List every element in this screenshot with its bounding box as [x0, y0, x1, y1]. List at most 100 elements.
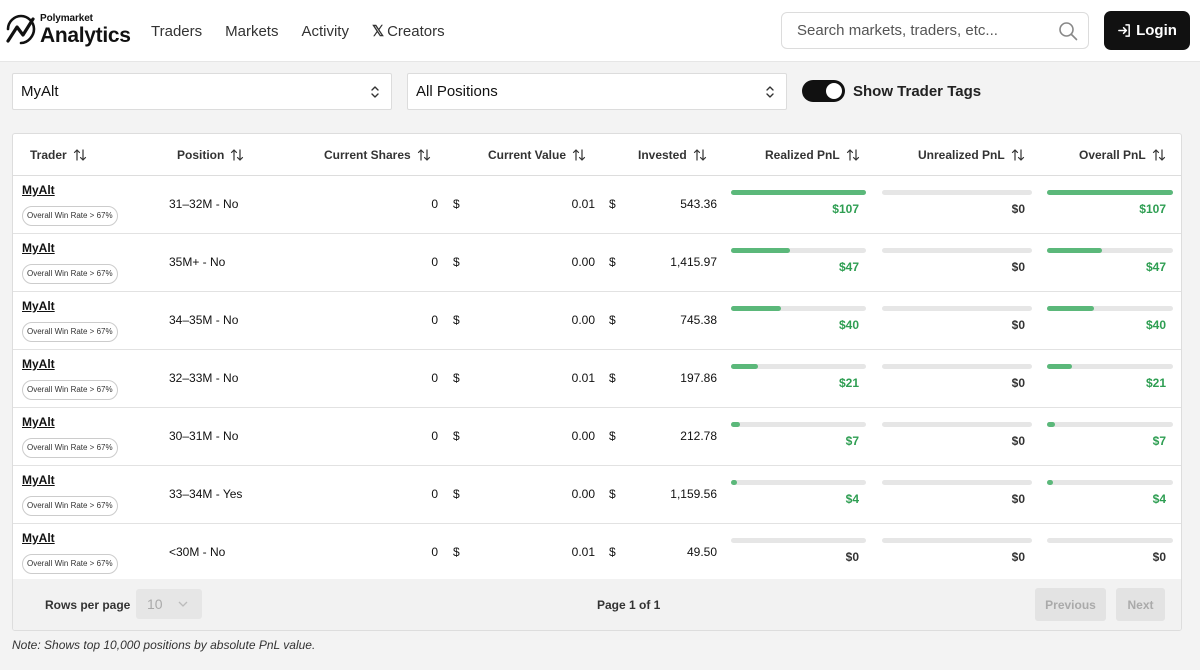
column-header-unrealized[interactable]: Unrealized PnL	[918, 134, 1025, 176]
trader-link[interactable]: MyAlt	[22, 473, 55, 487]
trader-link[interactable]: MyAlt	[22, 531, 55, 545]
unrealized-pnl-value: $0	[1011, 202, 1025, 216]
trader-tags-toggle[interactable]	[802, 80, 845, 102]
realized-pnl-value: $40	[838, 318, 859, 332]
invested-cell: 745.38	[680, 313, 717, 327]
table-row[interactable]: MyAlt Overall Win Rate > 67% 31–32M - No 0 $…	[13, 176, 1181, 234]
current-value-cell: 0.00	[571, 487, 595, 501]
sort-icon[interactable]	[224, 148, 244, 162]
realized-pnl-value: $47	[838, 260, 859, 274]
next-button[interactable]: Next	[1116, 588, 1165, 621]
column-header-label: Current Value	[488, 148, 567, 162]
sort-icon[interactable]	[411, 148, 431, 162]
logo-brand-small: Polymarket	[40, 13, 93, 24]
invested-cell: 543.36	[680, 197, 717, 211]
trader-link[interactable]: MyAlt	[22, 357, 55, 371]
search-input[interactable]	[782, 13, 1052, 48]
nav-traders[interactable]: Traders	[151, 22, 203, 40]
trader-link[interactable]: MyAlt	[22, 241, 55, 255]
column-header-label: Current Shares	[324, 148, 411, 162]
trader-select-value: MyAlt	[21, 83, 59, 100]
logo[interactable]: Polymarket Analytics	[6, 13, 131, 47]
chevron-up-down-icon	[766, 86, 774, 98]
unrealized-pnl-bar	[882, 306, 1032, 311]
table-row[interactable]: MyAlt Overall Win Rate > 67% 34–35M - No 0 $…	[13, 292, 1181, 350]
unrealized-pnl-bar	[882, 422, 1032, 427]
realized-pnl-bar	[731, 190, 866, 195]
overall-pnl-value: $7	[1152, 434, 1166, 448]
invested-currency-symbol: $	[609, 545, 616, 559]
current-value-cell: 0.00	[571, 429, 595, 443]
overall-pnl-bar	[1047, 248, 1173, 253]
overall-pnl-bar-fill	[1047, 364, 1072, 369]
column-header-value[interactable]: Current Value	[488, 134, 586, 176]
column-header-realized[interactable]: Realized PnL	[765, 134, 860, 176]
realized-pnl-bar-fill	[731, 364, 758, 369]
table-row[interactable]: MyAlt Overall Win Rate > 67% 30–31M - No 0 $…	[13, 408, 1181, 466]
chevron-down-icon	[178, 601, 188, 607]
table-row[interactable]: MyAlt Overall Win Rate > 67% 32–33M - No 0 $…	[13, 350, 1181, 408]
trader-tag-badge: Overall Win Rate > 67%	[22, 554, 118, 574]
sort-icon[interactable]	[840, 148, 860, 162]
realized-pnl-bar-fill	[731, 248, 790, 253]
unrealized-pnl-value: $0	[1011, 376, 1025, 390]
sort-icon[interactable]	[566, 148, 586, 162]
current-shares-cell: 0	[431, 255, 438, 269]
column-header-label: Overall PnL	[1079, 148, 1146, 162]
nav-activity[interactable]: Activity	[301, 22, 349, 40]
positions-select[interactable]: All Positions	[407, 73, 787, 110]
current-value-cell: 0.00	[571, 313, 595, 327]
column-header-shares[interactable]: Current Shares	[324, 134, 431, 176]
overall-pnl-bar	[1047, 364, 1173, 369]
position-cell: 30–31M - No	[169, 429, 239, 443]
current-value-cell: 0.01	[571, 371, 595, 385]
nav-markets[interactable]: Markets	[225, 22, 279, 40]
value-currency-symbol: $	[453, 429, 460, 443]
invested-currency-symbol: $	[609, 487, 616, 501]
invested-cell: 1,159.56	[670, 487, 717, 501]
unrealized-pnl-bar	[882, 538, 1032, 543]
column-header-position[interactable]: Position	[177, 134, 244, 176]
overall-pnl-bar-fill	[1047, 248, 1102, 253]
value-currency-symbol: $	[453, 545, 460, 559]
previous-button[interactable]: Previous	[1035, 588, 1106, 621]
trader-link[interactable]: MyAlt	[22, 415, 55, 429]
column-header-invested[interactable]: Invested	[638, 134, 707, 176]
realized-pnl-bar-fill	[731, 190, 866, 195]
sort-icon[interactable]	[1005, 148, 1025, 162]
realized-pnl-value: $7	[845, 434, 859, 448]
trader-link[interactable]: MyAlt	[22, 183, 55, 197]
column-header-label: Position	[177, 148, 225, 162]
table-row[interactable]: MyAlt Overall Win Rate > 67% 33–34M - Yes 0…	[13, 466, 1181, 524]
login-button[interactable]: Login	[1104, 11, 1190, 50]
realized-pnl-bar-fill	[731, 306, 781, 311]
overall-pnl-value: $21	[1145, 376, 1166, 390]
invested-currency-symbol: $	[609, 197, 616, 211]
trader-select[interactable]: MyAlt	[12, 73, 392, 110]
overall-pnl-value: $47	[1145, 260, 1166, 274]
realized-pnl-value: $107	[832, 202, 859, 216]
column-header-trader[interactable]: Trader	[30, 134, 87, 176]
sort-icon[interactable]	[1146, 148, 1166, 162]
trader-tags-label: Show Trader Tags	[853, 82, 982, 100]
position-cell: 33–34M - Yes	[169, 487, 243, 501]
table-row[interactable]: MyAlt Overall Win Rate > 67% <30M - No 0 $0.…	[13, 524, 1181, 582]
table-header: Trader Position Current Shares Current Valu…	[13, 134, 1181, 176]
trader-tag-badge: Overall Win Rate > 67%	[22, 322, 118, 342]
realized-pnl-bar	[731, 538, 866, 543]
nav-creators[interactable]: 𝕏 Creators	[372, 22, 445, 41]
sort-icon[interactable]	[687, 148, 707, 162]
analytics-logo-icon	[6, 14, 36, 45]
search-icon[interactable]	[1058, 21, 1078, 41]
column-header-overall[interactable]: Overall PnL	[1079, 134, 1166, 176]
position-cell: 35M+ - No	[169, 255, 226, 269]
sort-icon[interactable]	[67, 148, 87, 162]
unrealized-pnl-value: $0	[1011, 318, 1025, 332]
table-row[interactable]: MyAlt Overall Win Rate > 67% 35M+ - No 0 $0.…	[13, 234, 1181, 292]
rows-per-page-select[interactable]: 10	[136, 589, 202, 619]
rows-per-page-value: 10	[147, 596, 163, 612]
realized-pnl-bar-fill	[731, 422, 740, 427]
trader-link[interactable]: MyAlt	[22, 299, 55, 313]
trader-tag-badge: Overall Win Rate > 67%	[22, 264, 118, 284]
unrealized-pnl-bar	[882, 190, 1032, 195]
